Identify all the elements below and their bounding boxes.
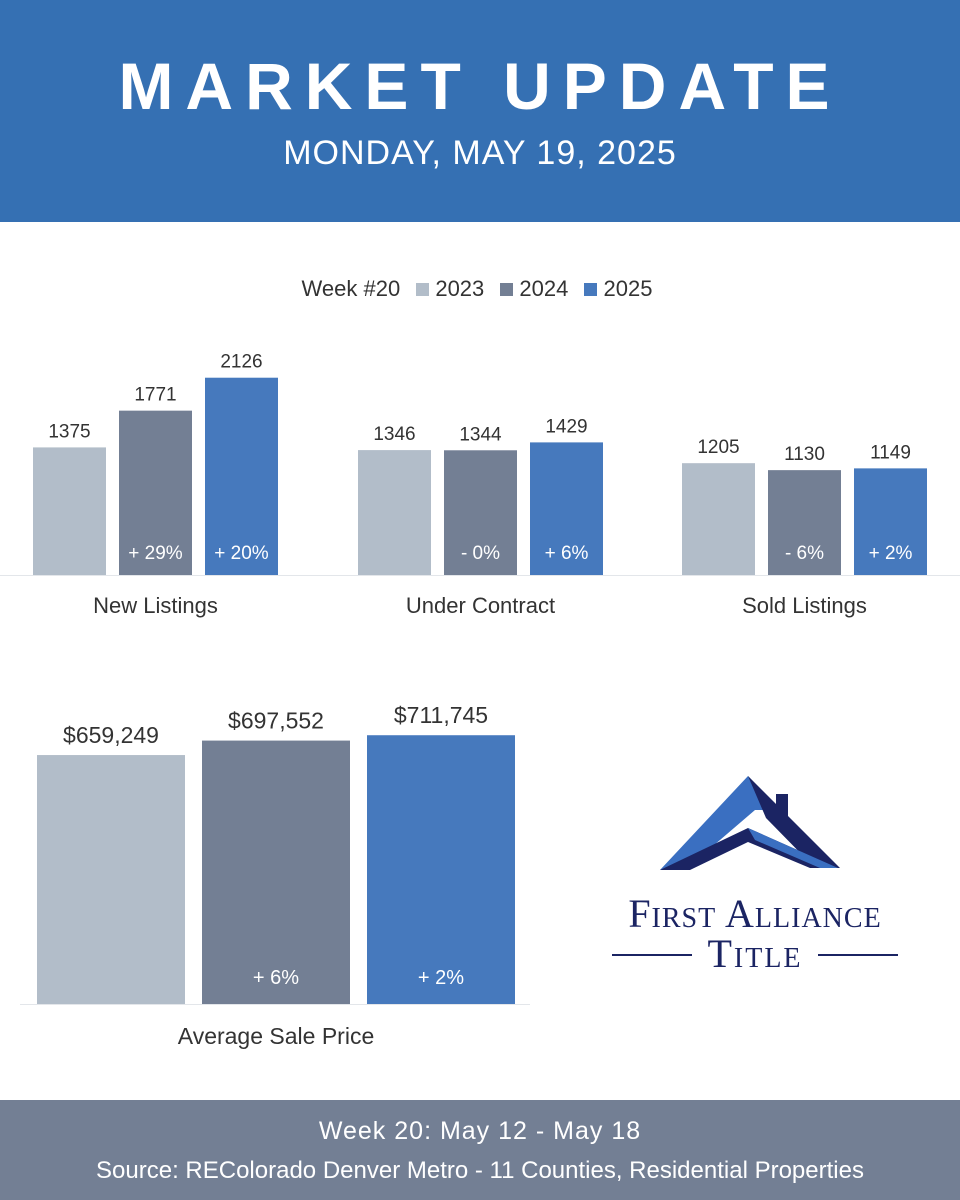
category-label-new-listings: New Listings [93,593,218,618]
bar-new-listings-2025 [205,377,278,575]
data-label-under-contract-2023: 1346 [373,424,415,445]
company-logo: First Alliance Title [590,770,920,980]
change-label-sold-listings-2024: - 6% [785,543,824,564]
change-label-under-contract-2024: - 0% [461,543,500,564]
data-label-under-contract-2025: 1429 [545,416,587,437]
legend-entry-2024: 2024 [519,276,569,301]
bar-under-contract-2025 [530,442,603,575]
bar-average-sale-price-2023 [37,755,185,1004]
page-title: MARKET UPDATE [118,49,842,123]
category-label-sold-listings: Sold Listings [742,593,867,618]
change-label-new-listings-2025: + 20% [214,543,269,564]
data-label-sold-listings-2025: 1149 [870,442,911,463]
logo-rule-left [612,954,692,956]
change-label-new-listings-2024: + 29% [128,543,183,564]
footer-banner: Week 20: May 12 - May 18 Source: REColor… [0,1100,960,1200]
bar-new-listings-2024 [119,410,192,575]
data-label-sold-listings-2024: 1130 [784,444,825,465]
legend-swatch-2023 [416,283,430,296]
category-label-under-contract: Under Contract [406,593,555,618]
bar-new-listings-2023 [33,447,106,575]
category-label-average-sale-price: Average Sale Price [178,1023,374,1049]
data-label-new-listings-2025: 2126 [220,352,262,373]
change-label-sold-listings-2025: + 2% [869,543,913,564]
bar-sold-listings-2023 [682,463,755,575]
bar-average-sale-price-2025 [367,735,515,1004]
change-label-average-sale-price-2024: + 6% [253,967,299,989]
legend-entry-2023: 2023 [435,276,485,301]
change-label-average-sale-price-2025: + 2% [418,967,464,989]
chart-legend: Week #20 2023 2024 2025 [0,274,960,304]
legend-entry-2025: 2025 [603,276,653,301]
data-label-under-contract-2024: 1344 [459,424,502,445]
bar-under-contract-2023 [358,450,431,575]
data-label-average-sale-price-2024: $697,552 [228,708,324,734]
bar-under-contract-2024 [444,450,517,575]
change-label-under-contract-2025: + 6% [545,543,589,564]
header-banner: MARKET UPDATE MONDAY, MAY 19, 2025 [0,0,960,222]
data-label-new-listings-2023: 1375 [48,421,90,442]
bar-sold-listings-2025 [854,468,927,575]
data-label-average-sale-price-2025: $711,745 [394,702,488,728]
bar-average-sale-price-2024 [202,740,350,1004]
data-label-new-listings-2024: 1771 [134,385,176,406]
bar-charts: 1375 1771 + 29% 2126 + 20% New Listings 1346 13… [0,352,960,1049]
report-date: MONDAY, MAY 19, 2025 [283,134,677,172]
footer-week: Week 20: May 12 - May 18 [318,1117,642,1145]
data-label-average-sale-price-2023: $659,249 [63,722,159,748]
roof-logo-icon [660,776,840,870]
data-label-sold-listings-2023: 1205 [697,437,739,458]
legend-swatch-2024 [500,283,514,296]
bar-sold-listings-2024 [768,470,841,575]
footer-source: Source: REColorado Denver Metro - 11 Cou… [96,1157,864,1184]
logo-rule-right [818,954,898,956]
legend-swatch-2025 [584,283,598,296]
logo-name-line1: First Alliance [628,891,882,936]
logo-name-line2: Title [707,931,803,976]
legend-title: Week #20 [301,276,401,301]
